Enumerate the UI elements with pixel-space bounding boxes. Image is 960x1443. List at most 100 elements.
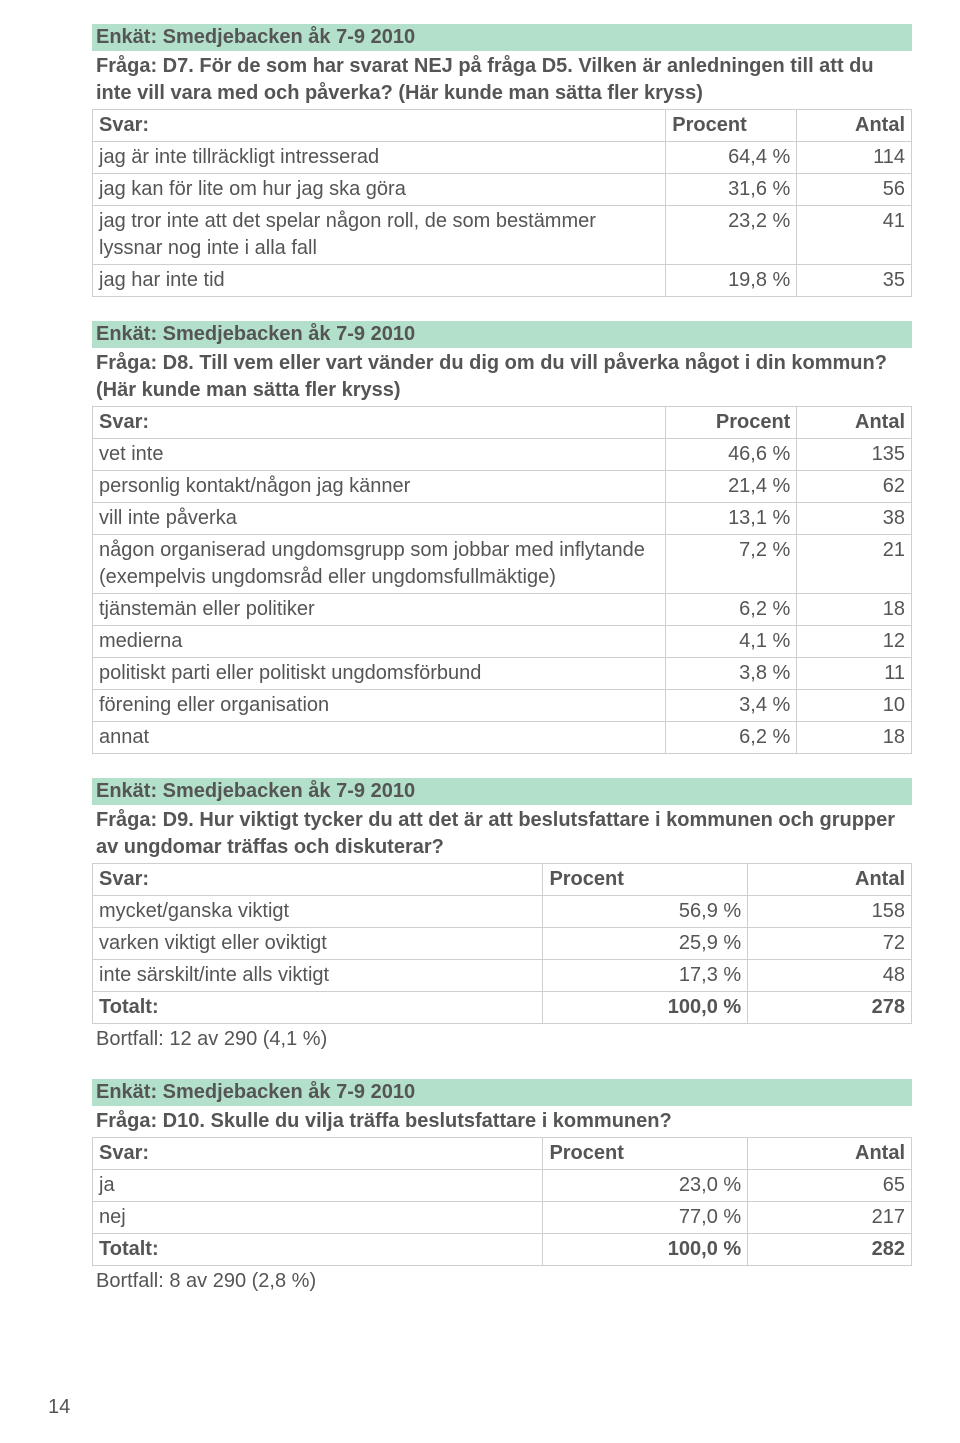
survey-title: Enkät: Smedjebacken åk 7-9 2010	[92, 321, 912, 348]
question-text: Fråga: D10. Skulle du vilja träffa beslu…	[92, 1106, 912, 1137]
results-table: Svar:ProcentAntaljag är inte tillräcklig…	[92, 109, 912, 297]
question-text: Fråga: D7. För de som har svarat NEJ på …	[92, 51, 912, 109]
table-header-row: Svar:ProcentAntal	[93, 407, 912, 439]
results-table: Svar:ProcentAntalja23,0 %65nej77,0 %217T…	[92, 1137, 912, 1266]
row-percent: 77,0 %	[543, 1202, 748, 1234]
row-count: 35	[797, 265, 912, 297]
table-row: vet inte46,6 %135	[93, 439, 912, 471]
row-percent: 23,0 %	[543, 1170, 748, 1202]
row-count: 217	[748, 1202, 912, 1234]
bortfall-text: Bortfall: 8 av 290 (2,8 %)	[92, 1266, 912, 1297]
table-row: jag är inte tillräckligt intresserad64,4…	[93, 142, 912, 174]
row-percent: 56,9 %	[543, 896, 748, 928]
survey-title: Enkät: Smedjebacken åk 7-9 2010	[92, 24, 912, 51]
row-count: 72	[748, 928, 912, 960]
row-percent: 25,9 %	[543, 928, 748, 960]
row-label: jag har inte tid	[93, 265, 666, 297]
survey-title: Enkät: Smedjebacken åk 7-9 2010	[92, 778, 912, 805]
row-percent: 17,3 %	[543, 960, 748, 992]
results-table: Svar:ProcentAntalvet inte46,6 %135person…	[92, 406, 912, 754]
row-label: jag tror inte att det spelar någon roll,…	[93, 206, 666, 265]
table-row: förening eller organisation3,4 %10	[93, 690, 912, 722]
table-row: annat6,2 %18	[93, 722, 912, 754]
row-percent: 19,8 %	[666, 265, 797, 297]
table-row: tjänstemän eller politiker6,2 %18	[93, 594, 912, 626]
survey-title: Enkät: Smedjebacken åk 7-9 2010	[92, 1079, 912, 1106]
header-antal: Antal	[797, 407, 912, 439]
row-count: 62	[797, 471, 912, 503]
row-label: vill inte påverka	[93, 503, 666, 535]
row-label: någon organiserad ungdomsgrupp som jobba…	[93, 535, 666, 594]
header-svar: Svar:	[93, 864, 543, 896]
survey-block-d7: Enkät: Smedjebacken åk 7-9 2010Fråga: D7…	[92, 24, 912, 297]
row-label: mycket/ganska viktigt	[93, 896, 543, 928]
row-label: politiskt parti eller politiskt ungdomsf…	[93, 658, 666, 690]
row-percent: 4,1 %	[666, 626, 797, 658]
table-row: mycket/ganska viktigt56,9 %158	[93, 896, 912, 928]
row-count: 18	[797, 722, 912, 754]
question-text: Fråga: D9. Hur viktigt tycker du att det…	[92, 805, 912, 863]
header-svar: Svar:	[93, 110, 666, 142]
total-label: Totalt:	[93, 1234, 543, 1266]
row-percent: 3,8 %	[666, 658, 797, 690]
row-label: vet inte	[93, 439, 666, 471]
table-header-row: Svar:ProcentAntal	[93, 1138, 912, 1170]
row-label: tjänstemän eller politiker	[93, 594, 666, 626]
row-percent: 7,2 %	[666, 535, 797, 594]
header-procent: Procent	[666, 407, 797, 439]
row-percent: 21,4 %	[666, 471, 797, 503]
table-row: nej77,0 %217	[93, 1202, 912, 1234]
row-label: varken viktigt eller oviktigt	[93, 928, 543, 960]
total-percent: 100,0 %	[543, 992, 748, 1024]
row-count: 10	[797, 690, 912, 722]
row-label: medierna	[93, 626, 666, 658]
header-procent: Procent	[543, 1138, 748, 1170]
total-count: 282	[748, 1234, 912, 1266]
total-label: Totalt:	[93, 992, 543, 1024]
row-label: inte särskilt/inte alls viktigt	[93, 960, 543, 992]
table-row: medierna4,1 %12	[93, 626, 912, 658]
row-percent: 6,2 %	[666, 594, 797, 626]
table-row: vill inte påverka13,1 %38	[93, 503, 912, 535]
header-antal: Antal	[797, 110, 912, 142]
row-percent: 6,2 %	[666, 722, 797, 754]
survey-block-d9: Enkät: Smedjebacken åk 7-9 2010Fråga: D9…	[92, 778, 912, 1055]
header-svar: Svar:	[93, 407, 666, 439]
table-row: varken viktigt eller oviktigt25,9 %72	[93, 928, 912, 960]
question-text: Fråga: D8. Till vem eller vart vänder du…	[92, 348, 912, 406]
row-label: nej	[93, 1202, 543, 1234]
table-row: inte särskilt/inte alls viktigt17,3 %48	[93, 960, 912, 992]
table-row: någon organiserad ungdomsgrupp som jobba…	[93, 535, 912, 594]
table-row: politiskt parti eller politiskt ungdomsf…	[93, 658, 912, 690]
total-percent: 100,0 %	[543, 1234, 748, 1266]
table-row: ja23,0 %65	[93, 1170, 912, 1202]
header-svar: Svar:	[93, 1138, 543, 1170]
row-label: annat	[93, 722, 666, 754]
row-percent: 3,4 %	[666, 690, 797, 722]
total-row: Totalt:100,0 %278	[93, 992, 912, 1024]
row-count: 65	[748, 1170, 912, 1202]
total-row: Totalt:100,0 %282	[93, 1234, 912, 1266]
row-count: 158	[748, 896, 912, 928]
row-count: 135	[797, 439, 912, 471]
header-antal: Antal	[748, 864, 912, 896]
page-number: 14	[48, 1396, 70, 1419]
row-count: 18	[797, 594, 912, 626]
row-count: 56	[797, 174, 912, 206]
row-count: 21	[797, 535, 912, 594]
table-row: personlig kontakt/någon jag känner21,4 %…	[93, 471, 912, 503]
row-label: ja	[93, 1170, 543, 1202]
row-label: förening eller organisation	[93, 690, 666, 722]
row-count: 41	[797, 206, 912, 265]
table-header-row: Svar:ProcentAntal	[93, 864, 912, 896]
table-header-row: Svar:ProcentAntal	[93, 110, 912, 142]
row-percent: 46,6 %	[666, 439, 797, 471]
results-table: Svar:ProcentAntalmycket/ganska viktigt56…	[92, 863, 912, 1024]
header-procent: Procent	[666, 110, 797, 142]
table-row: jag kan för lite om hur jag ska göra31,6…	[93, 174, 912, 206]
row-percent: 64,4 %	[666, 142, 797, 174]
row-percent: 23,2 %	[666, 206, 797, 265]
total-count: 278	[748, 992, 912, 1024]
row-percent: 13,1 %	[666, 503, 797, 535]
row-count: 114	[797, 142, 912, 174]
